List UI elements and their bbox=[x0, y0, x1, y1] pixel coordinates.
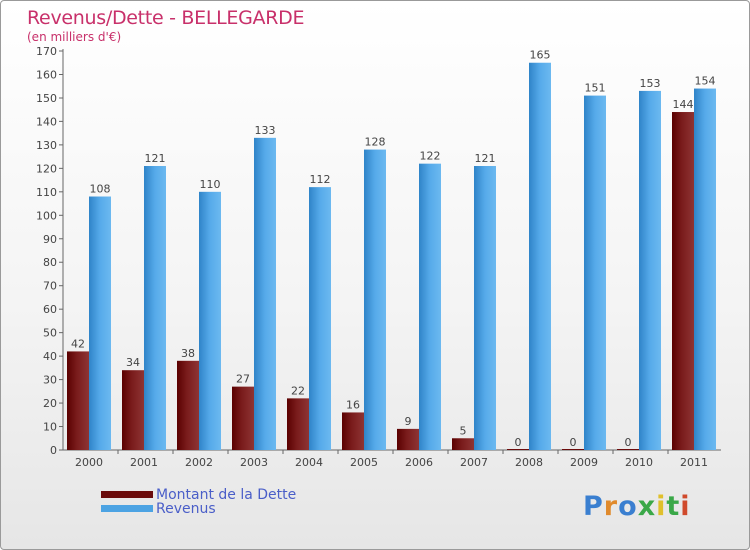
y-tick-label: 50 bbox=[43, 327, 57, 340]
y-tick-label: 120 bbox=[36, 162, 57, 175]
y-tick-label: 100 bbox=[36, 209, 57, 222]
data-label: 5 bbox=[460, 424, 467, 437]
bar-revenus bbox=[364, 149, 386, 450]
bar-revenus bbox=[89, 196, 111, 450]
bar-revenus bbox=[529, 62, 551, 451]
y-tick-label: 160 bbox=[36, 68, 57, 81]
y-tick-label: 30 bbox=[43, 374, 57, 387]
data-label: 144 bbox=[673, 98, 694, 111]
bar-dette bbox=[562, 449, 584, 450]
y-tick-label: 70 bbox=[43, 280, 57, 293]
logo-letter: i bbox=[656, 491, 667, 522]
x-tick-label: 2007 bbox=[460, 456, 488, 469]
x-tick-label: 2005 bbox=[350, 456, 378, 469]
x-tick-label: 2008 bbox=[515, 456, 543, 469]
proxiti-logo: Proxiti bbox=[583, 491, 691, 522]
y-tick-label: 150 bbox=[36, 92, 57, 105]
x-tick-label: 2010 bbox=[625, 456, 653, 469]
bar-dette bbox=[287, 398, 309, 450]
logo-letter: x bbox=[637, 491, 657, 522]
bar-revenus bbox=[584, 95, 606, 450]
data-label: 9 bbox=[405, 415, 412, 428]
bar-dette bbox=[177, 360, 199, 450]
data-label: 151 bbox=[585, 82, 606, 95]
logo-letter: o bbox=[618, 491, 638, 522]
x-tick-label: 2000 bbox=[75, 456, 103, 469]
legend-label-revenus: Revenus bbox=[156, 501, 216, 517]
bar-dette bbox=[452, 438, 474, 450]
x-tick-label: 2004 bbox=[295, 456, 323, 469]
x-tick-label: 2002 bbox=[185, 456, 213, 469]
data-label: 165 bbox=[530, 49, 551, 62]
y-tick-label: 170 bbox=[36, 45, 57, 58]
data-label: 153 bbox=[640, 77, 661, 90]
logo-letter: t bbox=[666, 491, 681, 522]
y-tick-label: 40 bbox=[43, 350, 57, 363]
x-tick-label: 2006 bbox=[405, 456, 433, 469]
bar-revenus bbox=[254, 137, 276, 450]
chart-subtitle: (en milliers d'€) bbox=[27, 30, 122, 44]
data-label: 16 bbox=[346, 398, 360, 411]
bars bbox=[67, 62, 716, 451]
bar-revenus bbox=[474, 166, 496, 450]
data-label: 108 bbox=[90, 183, 111, 196]
legend-label-debt: Montant de la Dette bbox=[156, 487, 297, 503]
y-tick-label: 10 bbox=[43, 421, 57, 434]
data-label: 110 bbox=[200, 178, 221, 191]
data-label: 0 bbox=[625, 436, 632, 449]
data-label: 22 bbox=[291, 384, 305, 397]
bar-dette bbox=[122, 370, 144, 450]
bar-revenus bbox=[144, 166, 166, 450]
bar-revenus bbox=[639, 90, 661, 451]
value-labels: 42 108 34 121 38 110 27 133 22 112 16 128 9 122 5 121 0 1… bbox=[71, 49, 716, 449]
axes: 0102030405060708090100110120130140150160… bbox=[36, 45, 721, 469]
bar-revenus bbox=[309, 187, 331, 451]
y-tick-label: 90 bbox=[43, 233, 57, 246]
legend-swatch-revenus bbox=[101, 505, 153, 512]
data-label: 27 bbox=[236, 373, 250, 386]
x-tick-label: 2003 bbox=[240, 456, 268, 469]
bar-dette bbox=[232, 386, 254, 450]
data-label: 121 bbox=[145, 152, 166, 165]
legend-swatch-debt bbox=[101, 491, 153, 498]
bar-revenus bbox=[694, 88, 716, 450]
y-tick-label: 20 bbox=[43, 397, 57, 410]
logo-letter: i bbox=[680, 491, 691, 522]
bar-dette bbox=[67, 351, 89, 450]
data-label: 38 bbox=[181, 347, 195, 360]
bar-dette bbox=[507, 449, 529, 450]
y-tick-label: 140 bbox=[36, 115, 57, 128]
bar-revenus bbox=[419, 163, 441, 451]
y-tick-label: 80 bbox=[43, 256, 57, 269]
logo-letter: r bbox=[603, 491, 619, 522]
data-label: 0 bbox=[515, 436, 522, 449]
y-tick-label: 0 bbox=[50, 444, 57, 457]
data-label: 42 bbox=[71, 337, 85, 350]
data-label: 112 bbox=[310, 173, 331, 186]
x-tick-label: 2011 bbox=[680, 456, 708, 469]
data-label: 154 bbox=[695, 75, 716, 88]
data-label: 34 bbox=[126, 356, 140, 369]
y-tick-label: 130 bbox=[36, 139, 57, 152]
bar-dette bbox=[672, 112, 694, 450]
x-tick-label: 2001 bbox=[130, 456, 158, 469]
chart-title: Revenus/Dette - BELLEGARDE bbox=[27, 7, 305, 29]
bar-dette bbox=[617, 449, 639, 450]
data-label: 121 bbox=[475, 152, 496, 165]
x-tick-label: 2009 bbox=[570, 456, 598, 469]
y-tick-label: 110 bbox=[36, 186, 57, 199]
data-label: 128 bbox=[365, 136, 386, 149]
bar-dette bbox=[397, 428, 419, 450]
y-tick-label: 60 bbox=[43, 303, 57, 316]
bar-dette bbox=[342, 412, 364, 450]
bar-revenus bbox=[199, 191, 221, 450]
data-label: 122 bbox=[420, 150, 441, 163]
data-label: 133 bbox=[255, 124, 276, 137]
logo-letter: P bbox=[583, 491, 604, 522]
data-label: 0 bbox=[570, 436, 577, 449]
